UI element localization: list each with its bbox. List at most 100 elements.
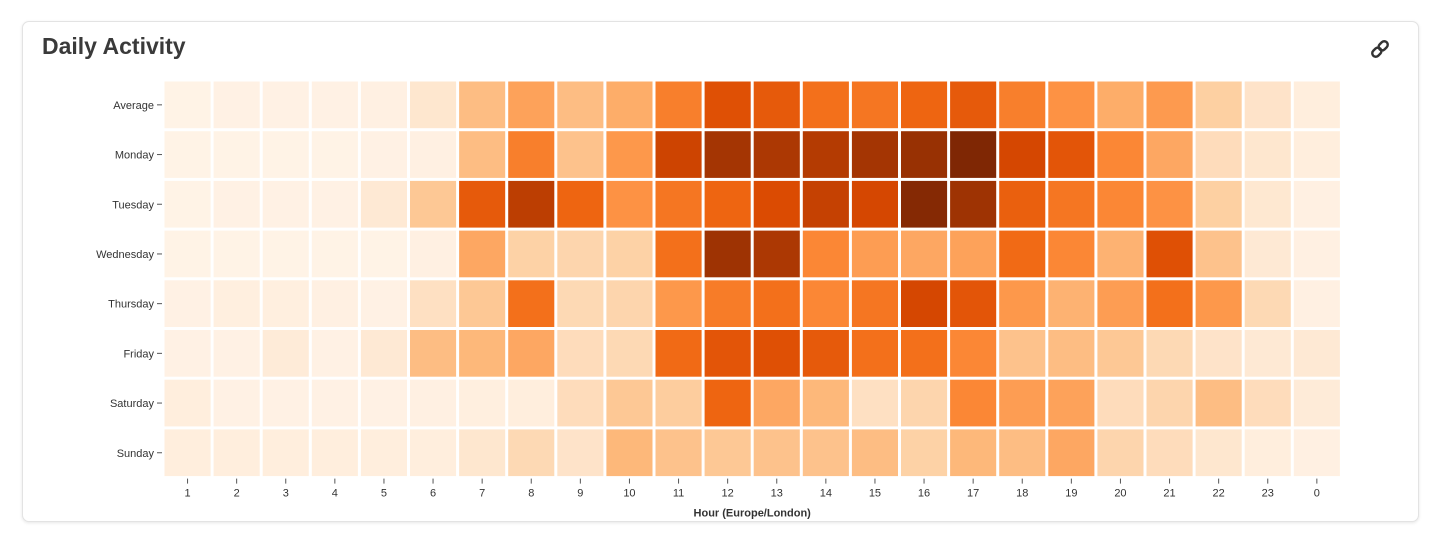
x-tick-label: 23: [1262, 488, 1274, 500]
heatmap-cell: [1244, 230, 1291, 278]
heatmap-cell: [1146, 81, 1193, 129]
heatmap-cell: [459, 81, 506, 129]
x-tick-label: 9: [577, 488, 583, 500]
heatmap-cell: [950, 379, 997, 427]
heatmap-cell: [753, 379, 800, 427]
x-tick-label: 3: [283, 488, 289, 500]
heatmap-cell: [606, 429, 653, 477]
heatmap-cell: [802, 131, 849, 178]
heatmap-cell: [262, 131, 309, 178]
heatmap-cell: [1293, 379, 1340, 427]
x-tick-label: 5: [381, 488, 387, 500]
heatmap-cell: [508, 81, 555, 129]
y-tick-label: Saturday: [110, 398, 155, 410]
x-tick-label: 19: [1065, 488, 1077, 500]
heatmap-cell: [508, 280, 555, 327]
heatmap-cell: [410, 429, 457, 477]
x-tick-label: 0: [1314, 488, 1320, 500]
heatmap-cell: [1195, 230, 1242, 278]
heatmap-cell: [655, 81, 702, 129]
heatmap-cell: [164, 330, 211, 377]
x-tick-label: 14: [820, 488, 832, 500]
x-tick-label: 7: [479, 488, 485, 500]
heatmap-cell: [262, 280, 309, 327]
heatmap-cell: [753, 131, 800, 178]
heatmap-cell: [802, 330, 849, 377]
x-tick-label: 21: [1163, 488, 1175, 500]
heatmap-cell: [1195, 180, 1242, 228]
heatmap-cell: [950, 429, 997, 477]
x-tick-label: 11: [673, 488, 684, 500]
heatmap-cell: [753, 230, 800, 278]
heatmap-cell: [704, 81, 751, 129]
x-tick-label: 4: [332, 488, 338, 500]
heatmap-cell: [1097, 180, 1144, 228]
heatmap-cell: [950, 81, 997, 129]
heatmap-cell: [311, 280, 358, 327]
heatmap-cell: [410, 131, 457, 178]
heatmap-cell: [999, 230, 1046, 278]
heatmap-cell: [802, 280, 849, 327]
heatmap-cell: [262, 379, 309, 427]
heatmap-cell: [606, 330, 653, 377]
heatmap-cell: [1097, 379, 1144, 427]
y-tick-label: Sunday: [117, 448, 155, 460]
heatmap-cell: [213, 230, 260, 278]
heatmap-cell: [1195, 429, 1242, 477]
heatmap-cell: [802, 81, 849, 129]
y-tick-label: Thursday: [108, 299, 154, 311]
heatmap-cell: [901, 379, 948, 427]
daily-activity-card: Daily Activity Average Monday Tuesday Wedne…: [22, 21, 1419, 522]
heatmap-cell: [950, 131, 997, 178]
card-title: Daily Activity: [42, 33, 186, 59]
heatmap-cell: [1048, 429, 1095, 477]
heatmap-cell: [1048, 330, 1095, 377]
heatmap-cell: [1195, 379, 1242, 427]
heatmap-cell: [753, 81, 800, 129]
heatmap-cell: [164, 429, 211, 477]
heatmap-cell: [508, 180, 555, 228]
heatmap-cell: [901, 131, 948, 178]
heatmap-cell: [1048, 280, 1095, 327]
heatmap-cell: [508, 230, 555, 278]
heatmap-cell: [1048, 131, 1095, 178]
heatmap-cell: [1244, 280, 1291, 327]
heatmap-cell: [950, 230, 997, 278]
heatmap-cell: [1293, 81, 1340, 129]
x-tick-label: 8: [528, 488, 534, 500]
heatmap-cell: [164, 180, 211, 228]
heatmap-cell: [213, 81, 260, 129]
heatmap-cell: [704, 180, 751, 228]
heatmap-cell: [1097, 131, 1144, 178]
x-tick-label: 20: [1114, 488, 1126, 500]
heatmap-cell: [557, 379, 604, 427]
heatmap-cell: [1195, 330, 1242, 377]
y-tick-label: Wednesday: [96, 249, 154, 261]
heatmap-cell: [1293, 280, 1340, 327]
y-tick-label: Monday: [115, 150, 155, 162]
heatmap-cell: [1048, 379, 1095, 427]
heatmap-cell: [901, 180, 948, 228]
x-tick-label: 18: [1016, 488, 1028, 500]
heatmap-cell: [999, 81, 1046, 129]
heatmap-cell: [1146, 131, 1193, 178]
heatmap-cell: [950, 280, 997, 327]
heatmap-cell: [655, 131, 702, 178]
heatmap-cell: [311, 131, 358, 178]
heatmap-cell: [459, 379, 506, 427]
x-tick-label: 10: [623, 488, 635, 500]
heatmap-cell: [1097, 429, 1144, 477]
heatmap-cell: [311, 180, 358, 228]
heatmap-cell: [999, 131, 1046, 178]
x-tick-label: 16: [918, 488, 930, 500]
x-tick-label: 2: [234, 488, 240, 500]
heatmap-chart: Average Monday Tuesday Wednesday Thursday Fri…: [96, 81, 1340, 520]
heatmap-cell: [557, 230, 604, 278]
heatmap-cell: [802, 379, 849, 427]
copy-link-button[interactable]: [1366, 35, 1394, 63]
heatmap-cell: [851, 379, 898, 427]
heatmap-cell: [410, 230, 457, 278]
heatmap-cell: [1244, 81, 1291, 129]
heatmap-cell: [1293, 429, 1340, 477]
heatmap-cell: [655, 330, 702, 377]
